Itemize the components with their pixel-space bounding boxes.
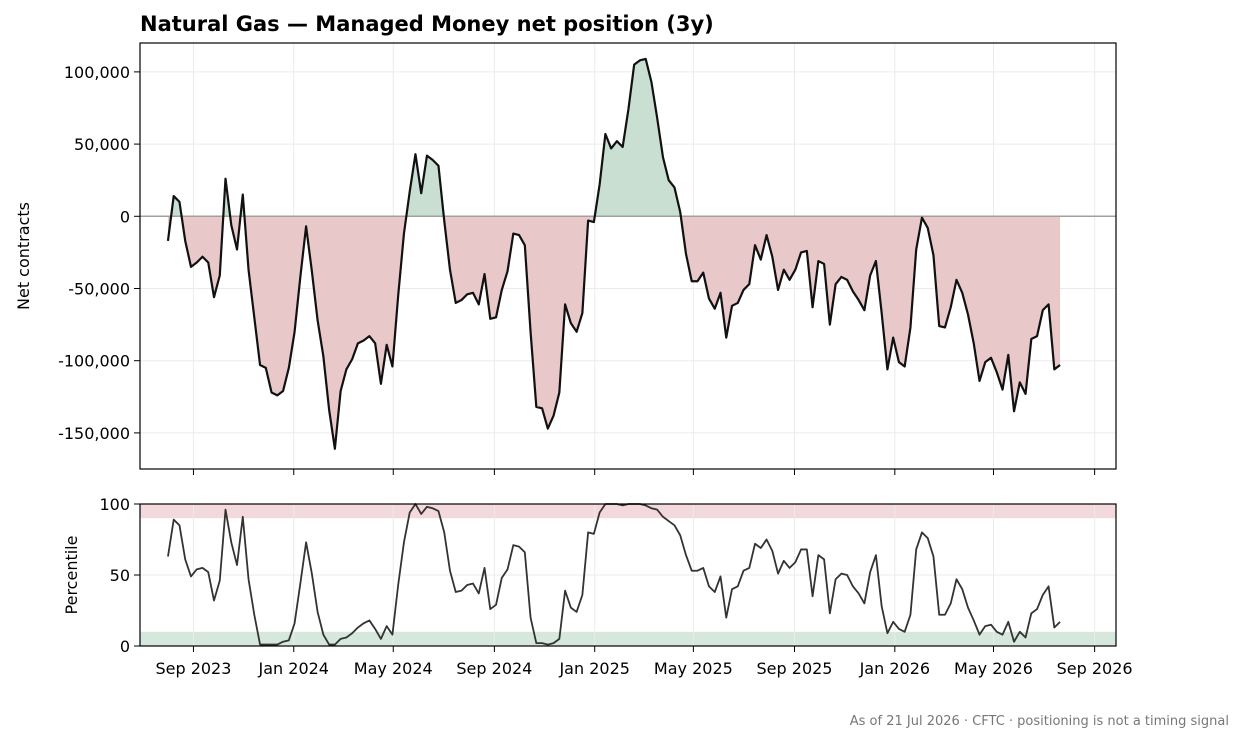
net-position-y-ticks: 100,000 50,000 0 -50,000 -100,000 -150,000 xyxy=(58,63,140,443)
x-tick-label: Jan 2026 xyxy=(859,659,930,678)
net-position-plot-frame xyxy=(139,42,1117,470)
x-tick-label: May 2025 xyxy=(654,659,733,678)
percentile-panel: 100 50 0 Sep 2023 Jan 2024 May 2024 Sep 2024 J… xyxy=(62,495,1133,678)
y-tick-label: 50,000 xyxy=(74,135,130,154)
percentile-upper-band xyxy=(140,504,1116,519)
x-tick-label: Sep 2026 xyxy=(1057,659,1133,678)
x-tick-label: Sep 2024 xyxy=(456,659,532,678)
x-tick-label: May 2024 xyxy=(354,659,433,678)
y-tick-label: -150,000 xyxy=(58,424,130,443)
percentile-y-ticks: 100 50 0 xyxy=(99,495,140,656)
x-tick-label: Jan 2025 xyxy=(558,659,629,678)
net-position-fill-areas xyxy=(167,58,1061,449)
x-tick-label: Jan 2024 xyxy=(258,659,329,678)
footnote: As of 21 Jul 2026 · CFTC · positioning i… xyxy=(850,714,1229,729)
percentile-y-axis-label: Percentile xyxy=(62,536,81,615)
net-position-x-ticks xyxy=(192,469,1096,475)
percentile-line xyxy=(167,503,1061,646)
y-tick-label: 0 xyxy=(120,207,130,226)
net-position-line xyxy=(166,57,1061,450)
positive-fill-area xyxy=(171,58,681,217)
y-tick-label: 50 xyxy=(110,566,130,585)
x-tick-label: May 2026 xyxy=(954,659,1033,678)
percentile-x-ticks: Sep 2023 Jan 2024 May 2024 Sep 2024 Jan 2025… xyxy=(155,646,1133,678)
chart-title: Natural Gas — Managed Money net position… xyxy=(140,12,714,36)
percentile-gridlines xyxy=(140,503,1116,647)
net-position-y-axis-label: Net contracts xyxy=(14,202,33,310)
y-tick-label: 100 xyxy=(99,495,130,514)
y-tick-label: -50,000 xyxy=(68,279,130,298)
percentile-lower-band xyxy=(140,631,1116,646)
y-tick-label: 100,000 xyxy=(64,63,130,82)
x-tick-label: Sep 2023 xyxy=(155,659,231,678)
x-tick-label: Sep 2025 xyxy=(757,659,833,678)
y-tick-label: -100,000 xyxy=(58,352,130,371)
negative-fill-area xyxy=(167,216,1061,449)
y-tick-label: 0 xyxy=(120,637,130,656)
net-position-panel: 100,000 50,000 0 -50,000 -100,000 -150,000 Ne… xyxy=(14,42,1117,475)
